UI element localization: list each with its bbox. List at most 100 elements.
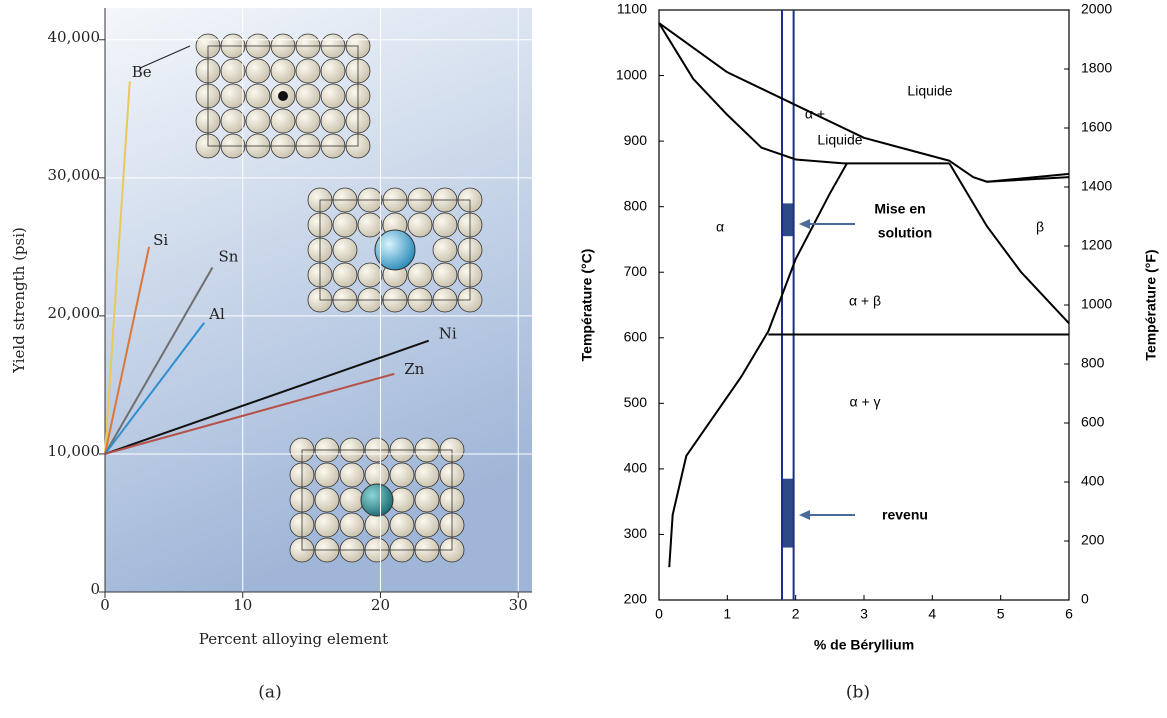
atom [314,462,340,488]
y-axis-label: Température (°C) [579,249,595,362]
annotation: α + γ [849,394,880,410]
series-line [104,372,395,455]
y-tick-label: 0 [90,580,100,598]
y-tick-label: 400 [624,460,648,476]
y-tick-label: 40,000 [48,28,101,46]
x-tick-label: 2 [792,606,800,622]
atom [414,487,440,513]
series-line [104,81,131,455]
x-tick-label: 5 [997,606,1005,622]
caption: (a) [258,683,281,703]
y2-tick-label: 1600 [1081,119,1112,135]
charts: 0 10 20 30010,00020,00030,00040,000Percent … [10,1,1159,703]
y-tick-label: 900 [624,132,648,148]
atom [320,83,346,109]
annotation: α [716,219,724,235]
atom [432,237,458,263]
y2-tick-label: 1000 [1081,296,1112,312]
atom [357,212,383,238]
y-tick-label: 1000 [616,66,647,82]
series-line [104,322,205,455]
y2-tick-label: 1800 [1081,60,1112,76]
atom [389,462,415,488]
series-label: Zn [404,360,424,378]
atom [407,262,433,288]
phase-boundary [658,22,1070,183]
atom [389,487,415,513]
annotation: revenu [882,507,928,523]
caption: (b) [846,683,870,703]
y-tick-label: 200 [624,591,648,607]
y2-tick-label: 1400 [1081,178,1112,194]
y-tick-label: 10,000 [48,442,101,460]
phase-boundary [668,162,848,568]
y-tick-label: 30,000 [48,166,101,184]
series-label: Al [208,305,225,323]
y2-tick-label: 200 [1081,532,1105,548]
atom [339,512,365,538]
annotation: α + β [849,293,881,309]
series-label: Be [132,63,152,81]
atom [295,83,321,109]
atom [320,58,346,84]
solute-atom [374,229,416,271]
x-tick-label: 4 [928,606,936,622]
atom [407,212,433,238]
atom [332,212,358,238]
atom [270,58,296,84]
atom [314,487,340,513]
x-tick-label: 0 [100,596,110,614]
arrow-head [799,510,810,520]
x-tick-label: 20 [371,596,390,614]
atom [339,462,365,488]
atom [339,487,365,513]
x-tick-label: 10 [233,596,252,614]
y-tick-label: 300 [624,525,648,541]
atom [414,512,440,538]
atom [295,108,321,134]
y2-tick-label: 800 [1081,355,1105,371]
annotation: Liquide [817,132,862,148]
atom [364,462,390,488]
y-tick-label: 800 [624,197,648,213]
x-axis-label: Percent alloying element [199,630,388,648]
y2-axis-label: Température (°F) [1143,249,1159,360]
annotation: β [1036,219,1044,235]
solute-atom [360,483,394,517]
leader-line [139,45,191,69]
atom [220,58,246,84]
y2-tick-label: 0 [1081,591,1089,607]
treatment-band [782,478,794,548]
y-tick-label: 600 [624,328,648,344]
series-label: Sn [218,248,238,266]
arrow-head [799,219,810,229]
atom [220,108,246,134]
atom [245,108,271,134]
atom [245,58,271,84]
y-tick-label: 500 [624,394,648,410]
atom [357,262,383,288]
series-line [104,267,214,455]
solute-atom [278,91,288,101]
atom [332,237,358,263]
y2-tick-label: 400 [1081,473,1105,489]
y-tick-label: 1100 [617,1,647,17]
phase-boundary [986,176,1070,183]
y2-tick-label: 2000 [1081,1,1112,17]
atom [414,462,440,488]
lattice-frame [207,45,359,147]
phase-boundary [658,22,844,165]
atom [270,108,296,134]
y2-tick-label: 600 [1081,414,1105,430]
series-label: Si [153,231,168,249]
lattice-frame [301,449,453,551]
atom [320,108,346,134]
series-line [104,339,430,455]
atom [332,262,358,288]
atom [220,83,246,109]
x-tick-label: 3 [860,606,868,622]
series-line [104,246,151,455]
annotation: Mise en [874,201,925,217]
y-tick-label: 700 [624,263,648,279]
